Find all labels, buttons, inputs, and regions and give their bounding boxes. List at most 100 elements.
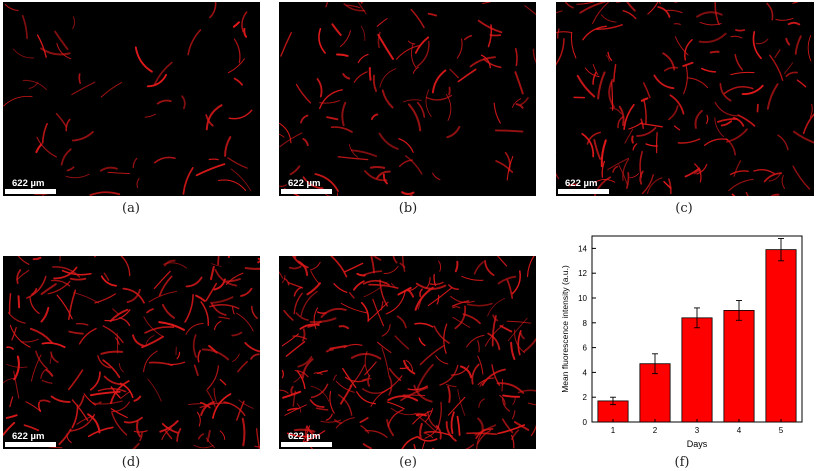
fiber [631,135,634,144]
fiber [502,397,511,412]
fiber [325,2,329,8]
fiber [58,428,72,446]
fiber [103,272,110,281]
fiber [236,312,254,332]
fiber [71,130,94,142]
fiber [431,69,447,94]
fiber [197,433,205,440]
fiber [97,387,127,393]
fiber [452,316,471,328]
fiber [343,262,364,273]
fiber [337,156,369,161]
fiber [153,156,176,164]
fiber [293,286,303,297]
fiber [792,2,799,4]
fiber [766,83,779,110]
fiber [380,301,384,311]
fiber [233,77,243,86]
fiber [730,71,755,76]
fiber [372,256,382,261]
fiber [134,46,153,73]
fiber [367,374,371,387]
fiber [301,358,314,379]
fiber [136,178,140,189]
fiber [197,349,201,363]
fiber [143,350,158,373]
fiber [646,177,663,194]
fiber [8,293,12,314]
fiber [302,137,309,147]
y-tick-label: 10 [578,294,587,303]
fiber [593,139,602,160]
fiber [364,351,370,377]
fiber [419,422,423,439]
fiber [75,322,89,326]
fiber [285,341,306,357]
fiber [13,370,20,399]
fiber [146,73,168,88]
fiber [774,49,781,59]
fiber [335,417,355,429]
fiber [387,395,419,402]
fiber [357,53,369,64]
fiber [381,346,390,376]
fiber [39,399,51,403]
fiber [146,308,154,314]
fiber [745,191,749,196]
fiber [290,385,294,395]
scale-bar: 622 µm [281,178,332,194]
fiber [785,37,791,46]
fiber [665,9,683,14]
fiber [133,395,142,402]
fiber [148,290,178,303]
fiber [40,306,50,323]
fiber [457,388,466,416]
fiber [677,138,701,144]
fiber [592,2,610,25]
fiber [377,31,381,48]
fiber [26,275,47,299]
fiber [386,401,405,410]
fiber [25,401,41,412]
fiber [792,165,811,190]
fiber [310,261,321,271]
fiber [282,390,302,399]
fiber [377,341,392,354]
fiber [449,68,459,79]
fiber [447,396,466,416]
fiber [401,191,415,196]
fiber [244,342,260,353]
fiber [385,290,406,315]
fiber [227,58,245,74]
fiber [617,115,624,129]
fiber [368,283,399,289]
fiber [213,387,217,403]
fiber [254,445,260,448]
fiber [586,131,601,145]
fiber [255,428,260,449]
fiber [6,346,14,350]
fiber [219,430,226,440]
fiber [112,308,120,315]
fiber [653,74,675,90]
fiber [433,274,437,287]
fiber [729,170,749,176]
bar-day-4 [723,310,755,423]
fiber [67,369,84,391]
fiber [109,380,130,405]
fiber [396,315,407,329]
fiber [696,11,723,18]
fiber [628,121,643,130]
fiber [132,442,140,449]
fiber [512,397,516,405]
fiber [123,416,143,424]
fiber [68,330,84,335]
fiber [728,178,754,192]
fiber [674,36,689,56]
fiber [100,275,117,287]
fiber [353,71,368,83]
fiber [402,99,422,103]
fiber [336,53,349,57]
fiber [208,344,218,354]
fiber [343,3,366,12]
